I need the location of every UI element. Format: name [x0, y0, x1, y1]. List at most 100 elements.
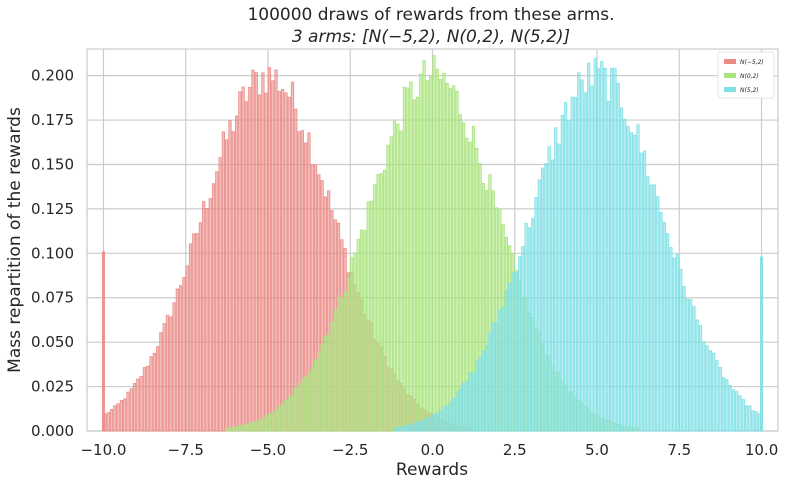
histogram-bar: [327, 333, 331, 432]
histogram-bar: [336, 295, 341, 432]
histogram-bar: [419, 420, 423, 432]
y-tick-label: 0.125: [31, 200, 74, 218]
histogram-bar: [244, 101, 249, 432]
histogram-bar: [241, 424, 245, 432]
histogram-bar: [485, 345, 489, 432]
histogram-bar: [155, 346, 160, 432]
histogram-bar: [537, 179, 541, 432]
histogram-bar: [228, 427, 232, 432]
histogram-bar: [593, 58, 597, 432]
histogram-bar: [606, 100, 610, 432]
histogram-bar: [415, 421, 420, 432]
histogram-bar: [642, 150, 647, 432]
histogram-bar: [544, 163, 548, 432]
histogram-bar: [251, 69, 255, 432]
histogram-bar: [458, 114, 462, 432]
edge-spike-bar: [760, 256, 764, 432]
y-axis-label: Mass repartition of the rewards: [5, 107, 25, 373]
histogram-bar: [511, 271, 515, 432]
histogram-bar: [192, 233, 196, 432]
histogram-bar: [689, 299, 693, 432]
histogram-bar: [560, 114, 564, 432]
histogram-bar: [462, 382, 466, 432]
histogram-bar: [277, 405, 281, 432]
histogram-bar: [284, 399, 288, 432]
histogram-bar: [267, 67, 272, 432]
histogram-bar: [123, 398, 127, 432]
histogram-bar: [116, 403, 120, 432]
histogram-bar: [254, 421, 258, 432]
histogram-bar: [300, 378, 304, 432]
y-tick-label: 0.075: [31, 289, 74, 307]
histogram-bar: [521, 246, 525, 432]
histogram-bar: [656, 196, 660, 432]
histogram-bar: [307, 371, 311, 432]
histogram-bar: [438, 78, 443, 432]
histogram-bar: [448, 88, 453, 432]
histogram-bar: [258, 419, 262, 432]
histogram-bar: [205, 208, 209, 432]
histogram-bar: [399, 426, 403, 432]
histogram-bar: [386, 144, 390, 432]
histogram-bar: [570, 96, 574, 432]
histogram-bar: [646, 176, 650, 432]
histogram-bar: [106, 412, 110, 432]
histogram-bar: [514, 272, 518, 432]
histogram-bar: [725, 379, 729, 432]
histogram-bar: [215, 171, 219, 432]
histogram-bar: [610, 67, 614, 432]
histogram-bar: [626, 126, 630, 432]
histogram-bar: [623, 118, 627, 432]
x-tick-label: −2.5: [332, 441, 368, 459]
histogram-bar: [429, 76, 433, 432]
histogram-bar: [162, 323, 166, 432]
histogram-bar: [379, 173, 383, 432]
histogram-bar: [448, 402, 453, 432]
histogram-bar: [340, 297, 344, 432]
histogram-bar: [208, 198, 212, 432]
histogram-bar: [277, 90, 281, 432]
histogram-bar: [517, 256, 522, 432]
histogram-bar: [715, 360, 719, 432]
histogram-bar: [445, 405, 449, 432]
y-tick-label: 0.175: [31, 111, 74, 129]
histogram-bar: [596, 68, 601, 432]
histogram-bar: [429, 416, 433, 432]
chart-title-line2: 3 arms: [N(−5,2), N(0,2), N(5,2)]: [292, 27, 570, 47]
histogram-bar: [119, 400, 123, 432]
histogram-bar: [452, 85, 456, 432]
histogram-bar: [695, 319, 699, 432]
series-bars: [392, 58, 764, 432]
histogram-bar: [281, 89, 285, 432]
histogram-bar: [527, 227, 532, 432]
histogram-bar: [422, 419, 426, 432]
histogram-bar: [304, 376, 308, 432]
histogram-bar: [333, 309, 337, 432]
histogram-bar: [498, 309, 502, 432]
histogram-bar: [666, 233, 670, 432]
histogram-bar: [402, 425, 406, 432]
histogram-bar: [504, 290, 508, 432]
x-axis-ticks: −10.0 −7.5 −5.0 −2.5 0.0 2.5 5.0 7.5 10.0: [80, 441, 778, 459]
histogram-bar: [616, 82, 620, 432]
y-tick-label: 0.025: [31, 378, 74, 396]
histogram-bar: [721, 377, 726, 432]
histogram-bar: [685, 298, 689, 432]
histogram-bar: [363, 230, 367, 432]
histogram-bar: [662, 221, 666, 432]
histogram-bar: [412, 422, 416, 432]
histogram-bar: [356, 238, 360, 432]
histogram-bar: [580, 79, 584, 432]
histogram-bar: [442, 72, 446, 432]
histogram-bar: [406, 424, 410, 432]
histogram-bar: [491, 322, 495, 432]
histogram-bar: [422, 59, 426, 432]
histogram-bar: [425, 80, 430, 432]
histogram-bar: [136, 378, 140, 432]
legend-label: N(0,2): [740, 73, 759, 80]
histogram-bar: [672, 257, 676, 432]
histogram-bar: [534, 197, 538, 432]
histogram-bar: [198, 222, 202, 432]
histogram-bar: [540, 167, 545, 432]
